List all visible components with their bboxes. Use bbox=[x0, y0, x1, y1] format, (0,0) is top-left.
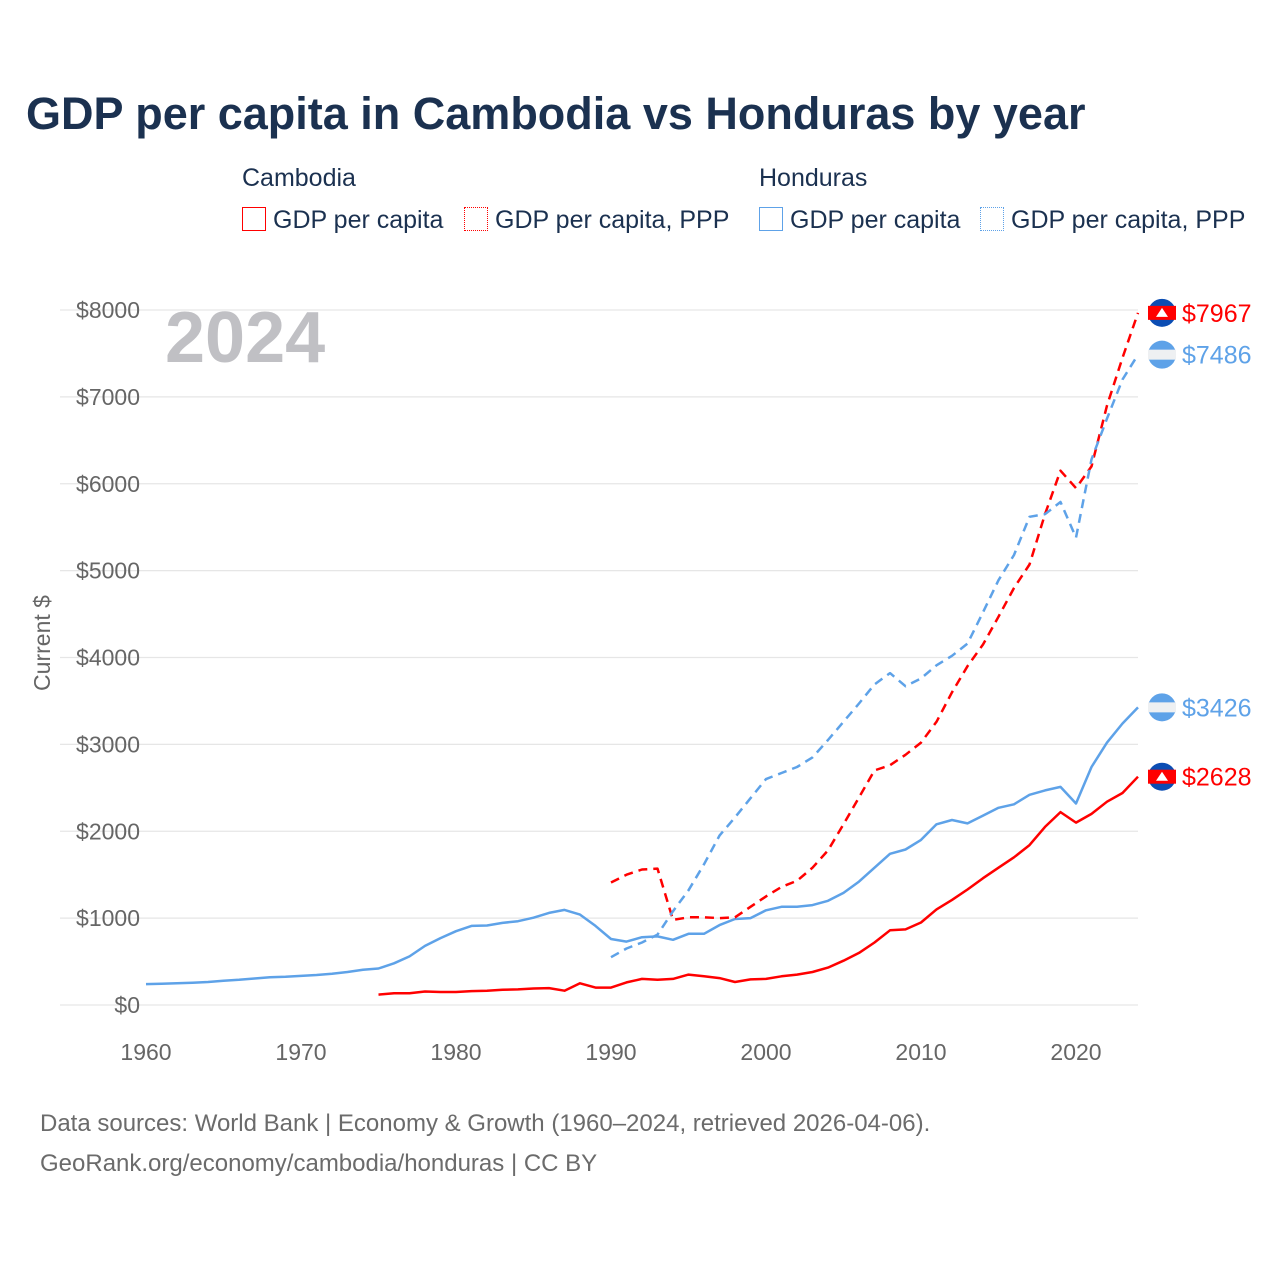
legend-group-honduras: Honduras bbox=[759, 164, 868, 192]
y-tick-label: $7000 bbox=[76, 384, 140, 410]
legend-swatch-cambodia-gdp bbox=[242, 207, 266, 231]
x-tick-label: 1960 bbox=[120, 1039, 171, 1065]
y-tick-label: $2000 bbox=[76, 818, 140, 844]
legend-label-cambodia-ppp[interactable]: GDP per capita, PPP bbox=[495, 206, 730, 234]
legend-swatch-honduras-ppp bbox=[980, 207, 1004, 231]
angkor-icon bbox=[1156, 307, 1168, 317]
x-tick-label: 2020 bbox=[1050, 1039, 1101, 1065]
end-value-label: $7967 bbox=[1182, 300, 1252, 328]
x-tick-label: 2000 bbox=[740, 1039, 791, 1065]
y-tick-label: $6000 bbox=[76, 471, 140, 497]
honduras-flag-icon bbox=[1148, 349, 1176, 360]
series-line-honduras-gdp-per-capita bbox=[145, 706, 1139, 986]
year-watermark: 2024 bbox=[165, 298, 325, 378]
x-tick-label: 1990 bbox=[585, 1039, 636, 1065]
y-tick-label: $0 bbox=[114, 992, 140, 1018]
x-tick-label: 2010 bbox=[895, 1039, 946, 1065]
chart-title: GDP per capita in Cambodia vs Honduras b… bbox=[26, 88, 1086, 139]
angkor-icon bbox=[1156, 771, 1168, 781]
legend-swatch-honduras-gdp bbox=[759, 207, 783, 231]
honduras-flag-icon bbox=[1148, 702, 1176, 713]
legend-group-cambodia: Cambodia bbox=[242, 164, 356, 192]
attribution-line: GeoRank.org/economy/cambodia/honduras | … bbox=[40, 1150, 598, 1177]
legend-swatch-cambodia-ppp bbox=[464, 207, 488, 231]
y-tick-label: $4000 bbox=[76, 645, 140, 671]
y-tick-label: $8000 bbox=[76, 297, 140, 323]
end-value-label: $3426 bbox=[1182, 694, 1252, 722]
legend-label-honduras-gdp[interactable]: GDP per capita bbox=[790, 206, 961, 234]
x-tick-label: 1980 bbox=[430, 1039, 481, 1065]
series-line-cambodia-gdp-per-capita bbox=[378, 775, 1139, 996]
end-value-label: $2628 bbox=[1182, 764, 1252, 792]
y-tick-label: $3000 bbox=[76, 731, 140, 757]
legend-label-cambodia-gdp[interactable]: GDP per capita bbox=[273, 206, 444, 234]
y-tick-label: $1000 bbox=[76, 905, 140, 931]
series-line-cambodia-gdp-per-capita-ppp bbox=[610, 312, 1140, 922]
source-line: Data sources: World Bank | Economy & Gro… bbox=[40, 1110, 931, 1137]
legend-label-honduras-ppp[interactable]: GDP per capita, PPP bbox=[1011, 206, 1246, 234]
series-line-honduras-gdp-per-capita-ppp bbox=[610, 354, 1140, 959]
x-tick-label: 1970 bbox=[275, 1039, 326, 1065]
y-axis-label: Current $ bbox=[29, 595, 55, 691]
end-value-label: $7486 bbox=[1182, 342, 1252, 370]
y-tick-label: $5000 bbox=[76, 558, 140, 584]
